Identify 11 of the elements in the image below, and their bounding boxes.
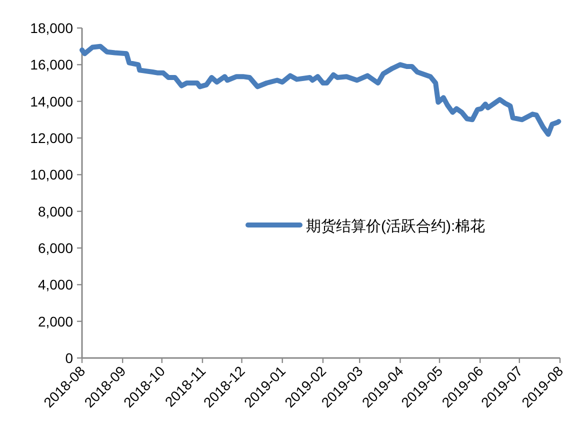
- y-tick-label: 0: [65, 350, 74, 366]
- y-tick-label: 12,000: [30, 130, 74, 146]
- y-tick-label: 2,000: [38, 313, 74, 330]
- y-tick-label: 10,000: [30, 166, 74, 183]
- y-tick-label: 8,000: [38, 203, 74, 220]
- y-tick-label: 4,000: [38, 276, 74, 293]
- y-tick-label: 6,000: [38, 240, 74, 256]
- legend-label: 期货结算价(活跃合约):棉花: [306, 218, 486, 235]
- y-tick-label: 14,000: [30, 93, 74, 110]
- y-tick-label: 18,000: [30, 20, 74, 36]
- y-tick-label: 16,000: [30, 56, 74, 73]
